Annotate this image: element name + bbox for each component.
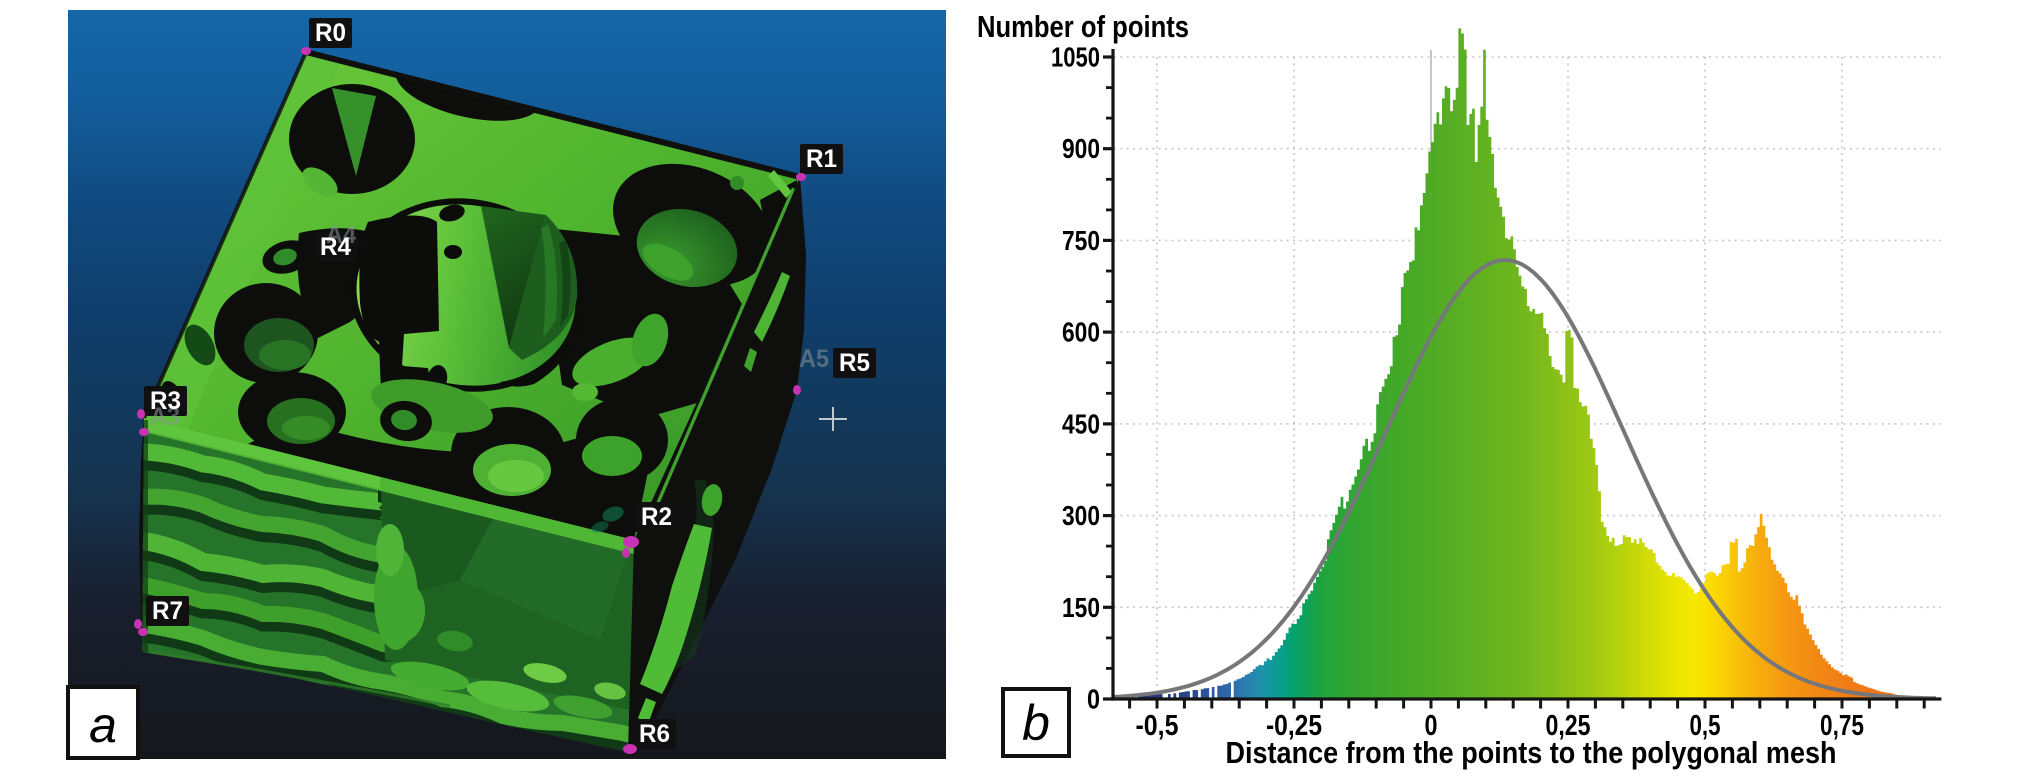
svg-text:450: 450 bbox=[1062, 408, 1100, 439]
svg-text:0: 0 bbox=[1425, 710, 1438, 742]
svg-text:A5: A5 bbox=[799, 345, 829, 373]
svg-text:R1: R1 bbox=[806, 145, 837, 173]
svg-text:-0,25: -0,25 bbox=[1266, 710, 1322, 742]
svg-text:R4: R4 bbox=[320, 233, 351, 261]
svg-text:R2: R2 bbox=[641, 503, 672, 531]
svg-text:R5: R5 bbox=[839, 349, 870, 377]
svg-text:R7: R7 bbox=[152, 597, 183, 625]
svg-text:A4: A4 bbox=[326, 221, 356, 249]
svg-text:R6: R6 bbox=[639, 720, 670, 748]
svg-text:-0,5: -0,5 bbox=[1136, 710, 1179, 742]
svg-text:a: a bbox=[89, 697, 117, 753]
svg-text:1050: 1050 bbox=[1051, 42, 1100, 73]
svg-text:750: 750 bbox=[1062, 225, 1100, 256]
svg-text:R0: R0 bbox=[315, 19, 346, 47]
svg-text:0,5: 0,5 bbox=[1690, 710, 1721, 742]
svg-text:900: 900 bbox=[1062, 133, 1100, 164]
svg-text:0: 0 bbox=[1087, 684, 1100, 715]
svg-text:R3: R3 bbox=[150, 387, 181, 415]
svg-text:150: 150 bbox=[1062, 592, 1100, 623]
svg-text:600: 600 bbox=[1062, 317, 1100, 348]
svg-text:b: b bbox=[1022, 695, 1050, 751]
svg-text:0,75: 0,75 bbox=[1820, 710, 1864, 742]
svg-text:0,25: 0,25 bbox=[1546, 710, 1591, 742]
svg-text:Distance from the points to th: Distance from the points to the polygona… bbox=[1226, 735, 1837, 770]
svg-text:A3: A3 bbox=[150, 403, 180, 431]
svg-text:300: 300 bbox=[1062, 500, 1100, 531]
svg-text:Number of points: Number of points bbox=[977, 9, 1189, 44]
